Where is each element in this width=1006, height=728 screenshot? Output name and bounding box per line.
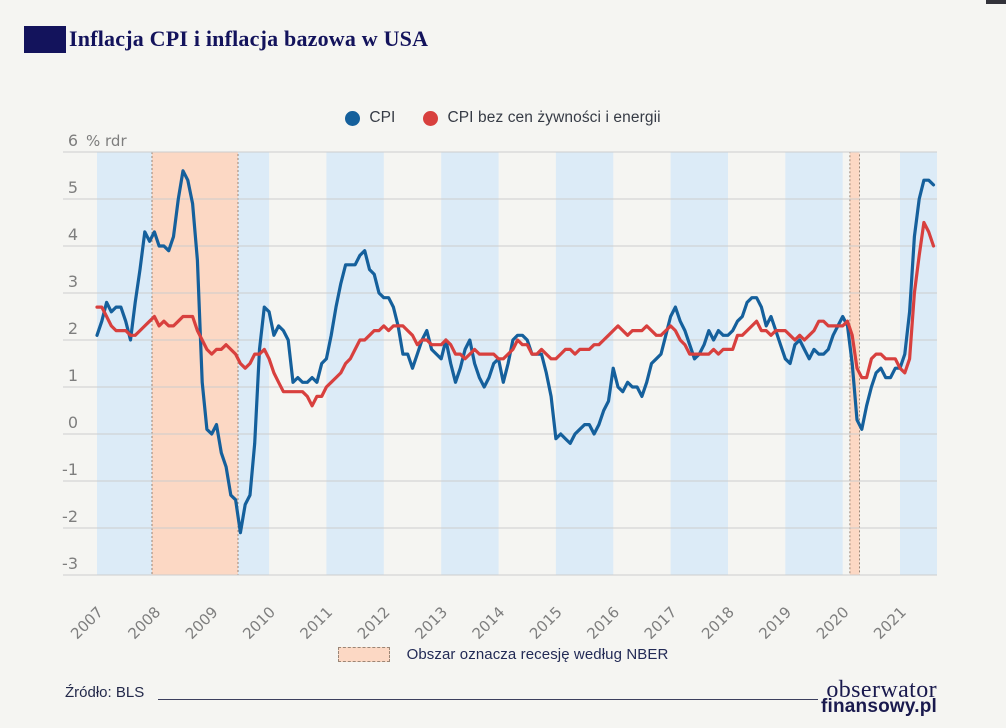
x-tick-label-2014: 2014 <box>469 603 509 643</box>
x-tick-label-2010: 2010 <box>239 603 279 643</box>
logo-line1: obserwator <box>826 677 937 703</box>
y-tick-label: -1 <box>62 460 78 479</box>
x-tick-label-2012: 2012 <box>354 603 394 643</box>
series-line-core-cpi <box>95 220 936 408</box>
x-tick-label-2018: 2018 <box>698 603 738 643</box>
year-band-2021 <box>900 152 937 575</box>
obserwatorfinansowy-logo: obserwator finansowy.pl <box>821 678 937 716</box>
logo-line2: finansowy.pl <box>820 696 937 717</box>
y-tick-label: 1 <box>68 366 78 385</box>
year-band-2015 <box>555 152 614 575</box>
recession-legend-label: Obszar oznacza recesję według NBER <box>406 646 669 663</box>
y-tick-label: 6 <box>68 131 78 150</box>
y-tick-label: 3 <box>68 272 78 291</box>
y-tick-label: 2 <box>68 319 78 338</box>
x-tick-label-2015: 2015 <box>526 603 566 643</box>
y-tick-label: 0 <box>68 413 78 432</box>
recession-legend: Obszar oznacza recesję według NBER <box>0 646 1006 663</box>
year-band-2007 <box>97 152 155 575</box>
footer-divider <box>158 699 818 700</box>
year-band-2019 <box>785 152 843 575</box>
x-tick-label-2020: 2020 <box>813 603 853 643</box>
year-band-2017 <box>670 152 728 575</box>
y-axis-unit-label: % rdr <box>86 132 127 150</box>
x-tick-label-2011: 2011 <box>296 603 336 643</box>
screenshot-edge-artifact <box>986 0 1006 4</box>
series-line-cpi <box>95 169 936 535</box>
x-tick-label-2019: 2019 <box>755 603 795 643</box>
cpi-legend-label: CPI <box>369 109 396 126</box>
x-tick-label-2009: 2009 <box>182 603 222 643</box>
x-tick-label-2007: 2007 <box>67 603 107 643</box>
page-title: Inflacja CPI i inflacja bazowa w USA <box>66 24 435 53</box>
source-note: Źródło: BLS <box>65 684 145 701</box>
y-tick-label: -3 <box>62 554 78 573</box>
y-tick-label: 5 <box>68 178 78 197</box>
x-tick-label-2021: 2021 <box>870 603 910 643</box>
core-cpi-legend-dot-icon <box>423 110 439 126</box>
core-cpi-legend-label: CPI bez cen żywności i energii <box>447 109 661 126</box>
cpi-legend-dot-icon <box>345 110 361 126</box>
x-tick-label-2016: 2016 <box>583 603 623 643</box>
chart-legend: CPI CPI bez cen żywności i energii <box>0 109 1006 127</box>
x-tick-label-2008: 2008 <box>124 603 164 643</box>
x-tick-label-2017: 2017 <box>641 603 681 643</box>
x-tick-label-2013: 2013 <box>411 603 451 643</box>
year-band-2011 <box>326 152 384 575</box>
y-tick-label: -2 <box>62 507 78 526</box>
y-tick-label: 4 <box>68 225 78 244</box>
recession-swatch-icon <box>337 647 390 662</box>
